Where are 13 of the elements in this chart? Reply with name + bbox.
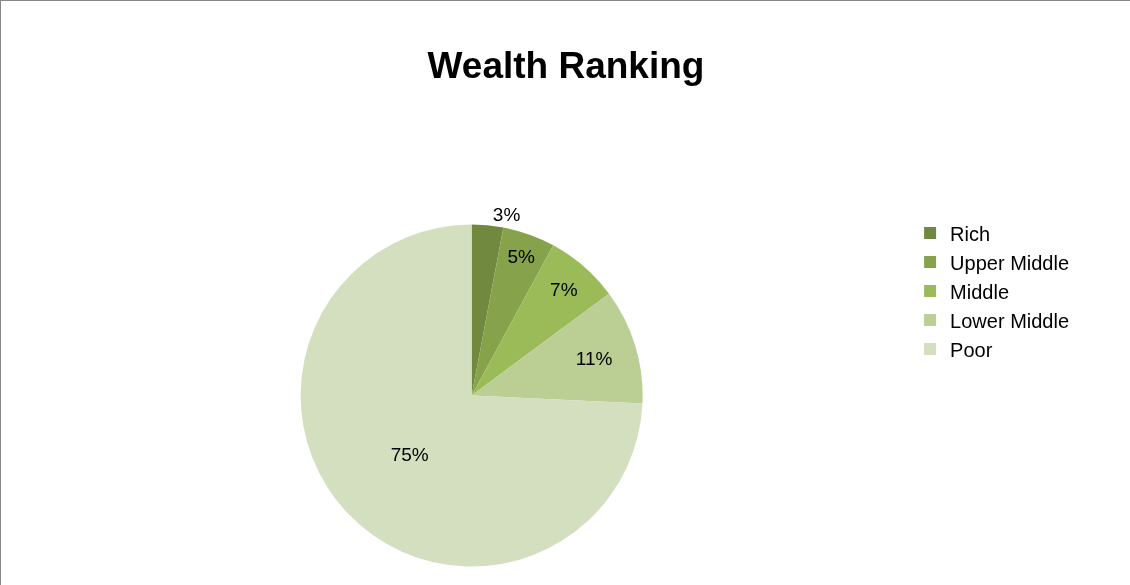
legend-label: Rich	[950, 222, 991, 245]
pie-slice	[300, 224, 643, 567]
data-label: 3%	[492, 204, 521, 226]
pie-slice	[471, 245, 610, 396]
chart-title: Wealth Ranking	[427, 45, 705, 87]
data-label: 5%	[507, 245, 536, 267]
data-label: 11%	[575, 347, 613, 369]
legend-label: Lower Middle	[950, 309, 1070, 332]
data-label: 7%	[550, 278, 578, 300]
data-label: 75%	[390, 444, 429, 466]
legend-label: Upper Middle	[950, 251, 1070, 274]
legend-label: Middle	[950, 280, 1010, 303]
legend-label: Poor	[950, 338, 993, 361]
